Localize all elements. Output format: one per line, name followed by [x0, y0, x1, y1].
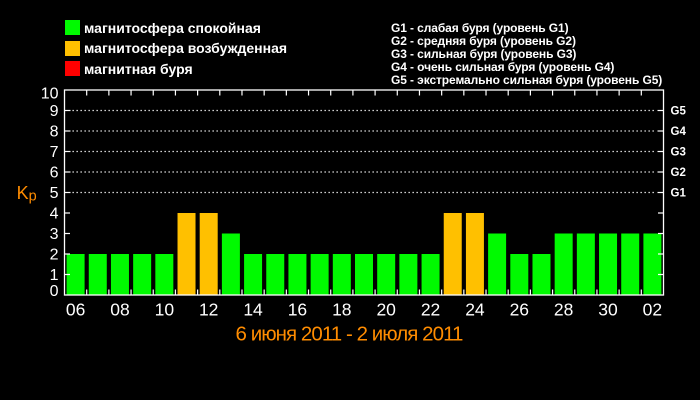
svg-text:0: 0: [50, 283, 59, 300]
svg-text:G3: G3: [671, 147, 686, 159]
svg-text:08: 08: [110, 300, 129, 320]
svg-text:6: 6: [50, 165, 59, 182]
svg-text:24: 24: [465, 300, 485, 320]
svg-text:22: 22: [421, 300, 440, 320]
svg-text:8: 8: [50, 124, 59, 141]
svg-text:4: 4: [50, 206, 59, 223]
svg-text:18: 18: [332, 300, 351, 320]
svg-text:28: 28: [554, 300, 573, 320]
svg-text:06: 06: [66, 300, 85, 320]
svg-text:1: 1: [50, 267, 59, 284]
svg-text:G1: G1: [671, 188, 687, 200]
svg-text:G5: G5: [671, 106, 687, 118]
svg-text:7: 7: [50, 144, 59, 161]
svg-text:5: 5: [50, 185, 59, 202]
svg-text:G2: G2: [671, 167, 686, 179]
svg-text:16: 16: [288, 300, 307, 320]
svg-text:9: 9: [50, 103, 59, 120]
svg-text:02: 02: [643, 300, 662, 320]
svg-text:12: 12: [199, 300, 218, 320]
svg-text:K: K: [17, 183, 29, 203]
svg-text:20: 20: [376, 300, 396, 320]
svg-text:3: 3: [50, 226, 59, 243]
svg-text:p: p: [29, 189, 37, 205]
svg-text:14: 14: [243, 300, 263, 320]
svg-text:30: 30: [598, 300, 618, 320]
svg-text:6 июня 2011 - 2 июля 2011: 6 июня 2011 - 2 июля 2011: [236, 323, 463, 346]
svg-text:G4: G4: [671, 126, 687, 138]
svg-text:26: 26: [510, 300, 529, 320]
svg-text:10: 10: [41, 86, 59, 103]
svg-text:10: 10: [155, 300, 175, 320]
svg-text:2: 2: [50, 247, 59, 264]
